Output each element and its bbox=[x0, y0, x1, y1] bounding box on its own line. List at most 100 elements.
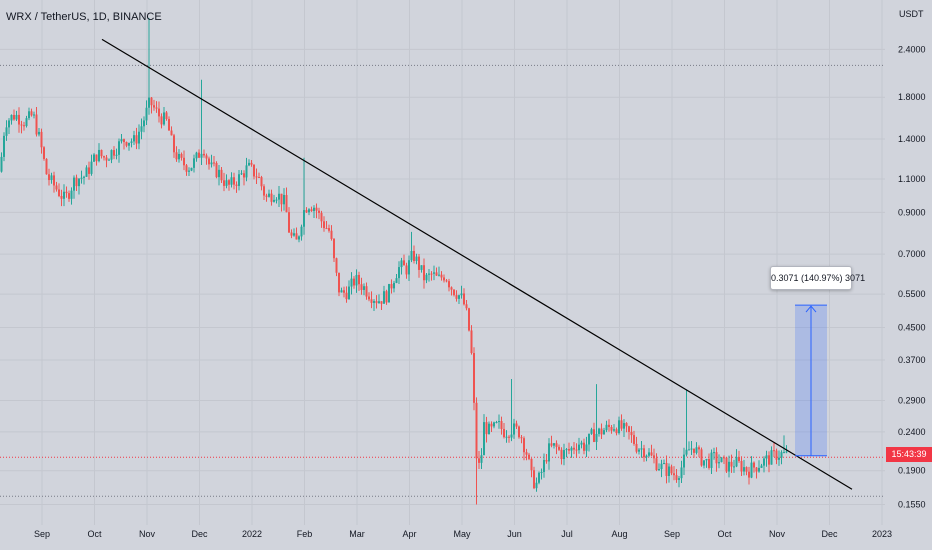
candle bbox=[153, 99, 155, 111]
candle bbox=[433, 265, 435, 281]
candle bbox=[260, 175, 263, 191]
candle-body bbox=[118, 141, 120, 155]
candle-body bbox=[360, 284, 363, 290]
x-tick-label: Nov bbox=[769, 529, 786, 539]
candle bbox=[165, 111, 168, 121]
candle bbox=[108, 158, 110, 161]
candle-body bbox=[720, 457, 723, 463]
candle-body bbox=[365, 286, 368, 297]
candle-body bbox=[493, 422, 495, 427]
candle-body bbox=[460, 293, 463, 296]
candle-body bbox=[655, 458, 658, 470]
candle bbox=[195, 151, 198, 162]
candle-body bbox=[593, 429, 595, 442]
candle bbox=[520, 434, 523, 444]
candle-body bbox=[163, 112, 165, 125]
candle bbox=[238, 169, 240, 191]
candle-body bbox=[75, 177, 78, 187]
candle bbox=[698, 445, 700, 458]
candle-body bbox=[773, 450, 775, 452]
candle bbox=[653, 448, 655, 464]
candle bbox=[183, 150, 185, 171]
candle bbox=[128, 142, 130, 151]
candle-body bbox=[723, 457, 725, 459]
candle bbox=[50, 172, 53, 184]
x-tick-label: May bbox=[453, 529, 471, 539]
candle-body bbox=[28, 111, 30, 119]
candle bbox=[415, 253, 418, 265]
candle bbox=[608, 419, 610, 432]
candle-body bbox=[253, 164, 255, 177]
candle-body bbox=[93, 154, 95, 162]
candle-body bbox=[633, 435, 635, 444]
candle bbox=[610, 424, 613, 434]
candle-body bbox=[498, 421, 500, 423]
candle-body bbox=[313, 207, 315, 212]
candle bbox=[723, 455, 725, 465]
candle bbox=[93, 153, 95, 162]
candle-body bbox=[515, 423, 518, 427]
candle-body bbox=[430, 273, 433, 275]
candle-body bbox=[420, 265, 423, 270]
candle-body bbox=[483, 422, 485, 456]
candle bbox=[743, 459, 745, 476]
candle bbox=[73, 175, 75, 199]
candle-body bbox=[368, 296, 370, 300]
candle bbox=[605, 420, 608, 433]
candle bbox=[395, 274, 398, 284]
candle-body bbox=[363, 286, 365, 290]
grid-layer bbox=[0, 0, 885, 525]
candle bbox=[318, 207, 320, 220]
candle-body bbox=[388, 284, 390, 303]
measure-tool-layer bbox=[795, 304, 827, 457]
candle-body bbox=[348, 286, 350, 300]
candle bbox=[713, 447, 715, 460]
candle bbox=[98, 143, 100, 163]
candle-body bbox=[520, 437, 523, 439]
candle-body bbox=[310, 209, 313, 212]
candle-body bbox=[700, 449, 703, 466]
candle bbox=[623, 419, 625, 437]
candle bbox=[753, 461, 755, 473]
y-tick-label: 0.9000 bbox=[898, 207, 926, 217]
candle-body bbox=[128, 142, 130, 146]
candle-body bbox=[433, 272, 435, 274]
candle bbox=[170, 126, 173, 136]
candle bbox=[555, 440, 558, 455]
candle bbox=[40, 128, 43, 154]
candle bbox=[390, 279, 393, 294]
candle-body bbox=[250, 162, 253, 165]
candle bbox=[518, 425, 520, 439]
candle bbox=[8, 118, 10, 135]
candle bbox=[65, 186, 68, 198]
candle-body bbox=[668, 466, 670, 476]
candle bbox=[500, 416, 503, 435]
candle bbox=[640, 440, 643, 458]
candle-body bbox=[568, 449, 570, 451]
candle bbox=[470, 325, 473, 355]
candle bbox=[270, 189, 273, 206]
candle-body bbox=[63, 191, 65, 199]
candle bbox=[443, 274, 445, 283]
candle bbox=[758, 460, 760, 473]
candle bbox=[385, 289, 388, 305]
candle-body bbox=[305, 210, 308, 213]
candle-body bbox=[275, 199, 278, 201]
y-tick-label: 0.3700 bbox=[898, 355, 926, 365]
candle bbox=[770, 446, 773, 465]
candle bbox=[463, 288, 465, 306]
candle-body bbox=[590, 429, 593, 434]
candle-body bbox=[658, 469, 660, 471]
candle-body bbox=[185, 165, 188, 172]
candle bbox=[578, 437, 580, 454]
candle-body bbox=[535, 482, 538, 489]
candle-body bbox=[713, 452, 715, 454]
candle-body bbox=[705, 459, 708, 461]
candle bbox=[458, 294, 460, 304]
candle-body bbox=[203, 153, 205, 156]
candle bbox=[13, 109, 15, 121]
candle bbox=[235, 181, 238, 193]
candle bbox=[490, 421, 493, 433]
